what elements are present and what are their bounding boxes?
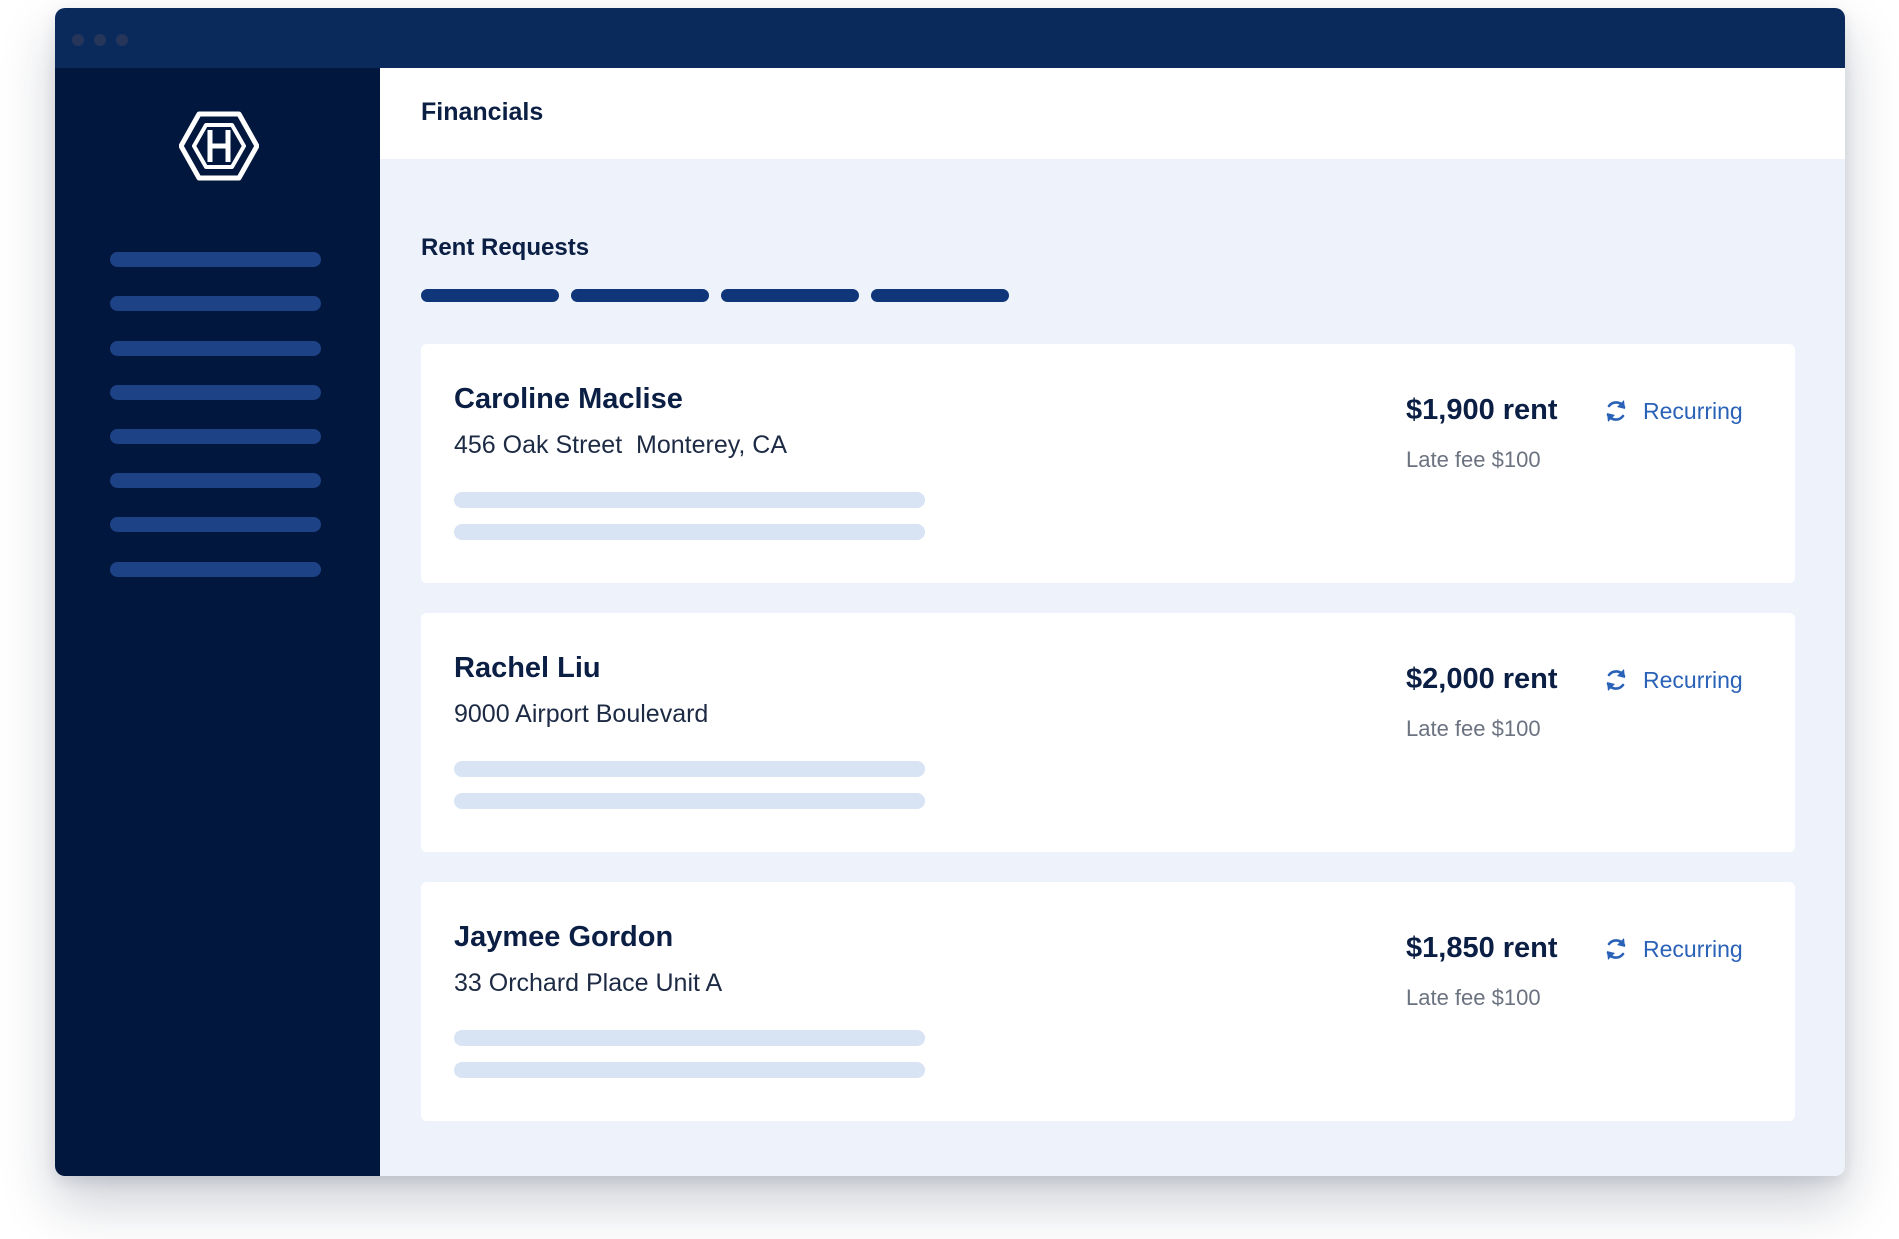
skeleton-line [454, 793, 925, 809]
refresh-icon [1606, 669, 1626, 691]
refresh-icon [1606, 938, 1626, 960]
rent-request-card[interactable]: Caroline Maclise 456 Oak Street Monterey… [421, 344, 1795, 583]
tenant-name: Jaymee Gordon [454, 921, 674, 953]
recurring-toggle[interactable]: Recurring [1601, 394, 1743, 428]
rent-amount: $2,000 rent [1406, 663, 1558, 695]
skeleton-line [454, 761, 925, 777]
tab-placeholder-2[interactable] [571, 289, 709, 302]
sidebar [55, 68, 380, 1176]
tenant-name: Caroline Maclise [454, 383, 683, 415]
recurring-label: Recurring [1643, 935, 1743, 962]
main-content: Financials Rent Requests Caroline Maclis… [380, 68, 1845, 1176]
late-fee: Late fee $100 [1406, 447, 1541, 472]
skeleton-line [454, 492, 925, 508]
rent-request-card[interactable]: Jaymee Gordon 33 Orchard Place Unit A $1… [421, 882, 1795, 1121]
refresh-icon [1606, 400, 1626, 422]
skeleton-line [454, 1062, 925, 1078]
tab-placeholder-3[interactable] [721, 289, 859, 302]
recurring-label: Recurring [1643, 397, 1743, 424]
rent-amount: $1,900 rent [1406, 394, 1558, 426]
window-close-dot[interactable] [72, 34, 84, 46]
tenant-address: 9000 Airport Boulevard [454, 700, 709, 728]
tenant-name: Rachel Liu [454, 652, 601, 684]
rent-amount: $1,850 rent [1406, 932, 1558, 964]
window-minimize-dot[interactable] [94, 34, 106, 46]
sidebar-item-7[interactable] [110, 517, 321, 532]
recurring-toggle[interactable]: Recurring [1601, 663, 1743, 697]
tenant-address: 456 Oak Street Monterey, CA [454, 431, 788, 459]
rent-request-card[interactable]: Rachel Liu 9000 Airport Boulevard $2,000… [421, 613, 1795, 852]
late-fee: Late fee $100 [1406, 985, 1541, 1010]
tab-placeholder-4[interactable] [871, 289, 1009, 302]
sidebar-item-6[interactable] [110, 473, 321, 488]
window-maximize-dot[interactable] [116, 34, 128, 46]
sidebar-item-3[interactable] [110, 341, 321, 356]
tab-placeholder-1[interactable] [421, 289, 559, 302]
sidebar-item-4[interactable] [110, 385, 321, 400]
window-titlebar [55, 8, 1845, 68]
hexagon-h-logo-icon[interactable] [178, 110, 260, 182]
recurring-toggle[interactable]: Recurring [1601, 932, 1743, 966]
page-header: Financials [380, 68, 1845, 159]
sidebar-item-5[interactable] [110, 429, 321, 444]
late-fee: Late fee $100 [1406, 716, 1541, 741]
skeleton-line [454, 1030, 925, 1046]
recurring-label: Recurring [1643, 666, 1743, 693]
tenant-address: 33 Orchard Place Unit A [454, 969, 723, 997]
skeleton-line [454, 524, 925, 540]
app-window: Financials Rent Requests Caroline Maclis… [55, 8, 1845, 1176]
section-title: Rent Requests [421, 234, 590, 261]
sidebar-item-1[interactable] [110, 252, 321, 267]
sidebar-item-8[interactable] [110, 562, 321, 577]
page-title: Financials [421, 98, 544, 126]
sidebar-item-2[interactable] [110, 296, 321, 311]
